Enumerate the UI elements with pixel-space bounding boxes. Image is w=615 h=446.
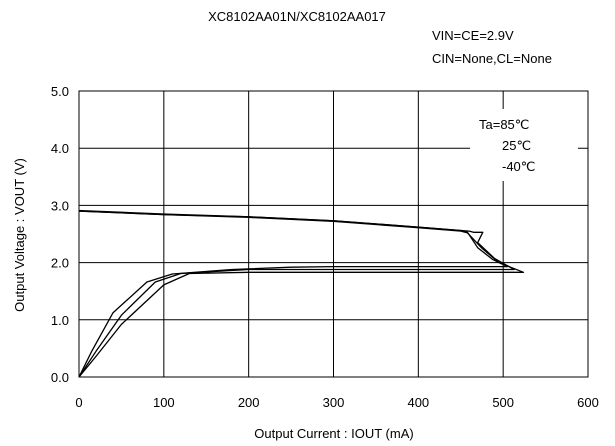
series-line-0 [78,210,525,378]
chart-title: XC8102AA01N/XC8102AA017 [208,9,386,24]
legend-background [470,109,578,181]
y-tick-label: 1.0 [51,313,69,328]
condition-vin: VIN=CE=2.9V [432,28,514,43]
legend-label-minus40c: -40℃ [502,159,535,174]
series-line-2 [78,210,509,378]
condition-cin-cl: CIN=None,CL=None [432,51,552,66]
series-lines [78,209,525,378]
x-tick-label: 400 [407,395,429,410]
y-tick-label: 0.0 [51,370,69,385]
x-axis-label: Output Current : IOUT (mA) [254,426,413,441]
y-tick-label: 4.0 [51,141,69,156]
x-tick-label: 500 [492,395,514,410]
y-tick-label: 2.0 [51,256,69,271]
legend-label-85c: Ta=85℃ [479,117,529,132]
y-axis-ticks: 0.0 1.0 2.0 3.0 4.0 5.0 [51,84,69,385]
plot-frame [78,90,589,378]
x-tick-label: 200 [238,395,260,410]
y-tick-label: 5.0 [51,84,69,99]
y-tick-label: 3.0 [51,198,69,213]
series-line-1 [78,209,515,378]
x-tick-label: 100 [153,395,175,410]
x-tick-label: 600 [577,395,599,410]
legend-label-25c: 25℃ [502,138,531,153]
x-tick-label: 300 [323,395,345,410]
x-tick-label: 0 [75,395,82,410]
y-axis-label: Output Voltage : VOUT (V) [12,158,27,312]
x-axis-ticks: 0 100 200 300 400 500 600 [75,395,598,410]
